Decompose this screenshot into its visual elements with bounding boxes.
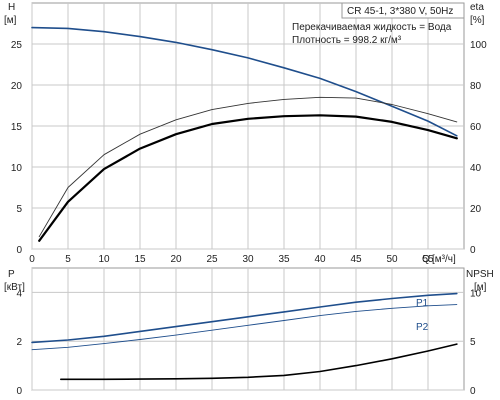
top-left-tick-label: 25: [11, 40, 23, 51]
top-right-tick-label: 80: [470, 81, 482, 92]
annotation-liquid: Перекачиваемая жидкость = Вода: [292, 22, 452, 33]
top-right-tick-label: 60: [470, 122, 482, 133]
x-tick-label: 55: [422, 254, 434, 265]
x-tick-label: 35: [278, 254, 290, 265]
bottom-right-axis-unit: [м]: [474, 282, 487, 293]
bottom-left-axis-label: P: [8, 269, 15, 280]
bottom-right-tick-label: 0: [470, 386, 476, 397]
top-grid: [31, 3, 464, 250]
top-right-tick-label: 100: [470, 40, 487, 51]
head-efficiency-panel: 0 5 10 15 20 25 30 35 40 45 50 55 0 5 10 15 20 25 0 20 40 60 8…: [4, 2, 487, 265]
annotation-density: Плотность = 998.2 кг/м³: [292, 35, 402, 46]
x-tick-label: 45: [350, 254, 362, 265]
top-series-line-2: [38, 114, 458, 242]
x-tick-label: 20: [170, 254, 182, 265]
bottom-left-axis-unit: [кВт]: [4, 282, 25, 293]
top-right-axis-label: eta: [470, 2, 484, 13]
bottom-left-tick-label: 4: [16, 288, 22, 299]
bottom-left-tick-label: 0: [16, 386, 22, 397]
top-left-tick-label: 10: [11, 163, 23, 174]
x-tick-label: 50: [386, 254, 398, 265]
bottom-grid: [31, 268, 464, 391]
x-tick-label: 30: [242, 254, 254, 265]
top-left-tick-label: 0: [16, 245, 22, 256]
x-axis-label: Q: [422, 254, 430, 265]
top-left-axis-label: H: [8, 2, 15, 13]
series-label-p2: P2: [416, 322, 429, 333]
bottom-right-axis-label: NPSH: [466, 269, 494, 280]
x-tick-label: 15: [134, 254, 146, 265]
title-box: [341, 2, 465, 19]
top-right-tick-label: 20: [470, 204, 482, 215]
bottom-ticks: 0 2 4 0 5 10: [16, 288, 481, 397]
x-tick-label: 0: [29, 254, 35, 265]
top-right-axis-unit: [%]: [470, 15, 485, 26]
bottom-right-tick-label: 5: [470, 337, 476, 348]
top-series-group: [31, 26, 458, 242]
top-series-line-1: [31, 26, 458, 137]
power-npsh-panel: 0 2 4 0 5 10 P [кВт] NPSH [м] P1 P2: [4, 267, 494, 397]
bottom-series-line-2: [31, 304, 458, 351]
bottom-series-line-3: [59, 343, 458, 381]
bottom-right-tick-label: 10: [470, 288, 482, 299]
bottom-left-tick-label: 2: [16, 337, 22, 348]
x-tick-label: 10: [98, 254, 110, 265]
top-ticks: 0 5 10 15 20 25 30 35 40 45 50 55 0 5 10 15 20 25 0 20 40 60 8…: [11, 40, 487, 265]
bottom-series-line-1: [31, 292, 458, 344]
x-tick-label: 5: [65, 254, 71, 265]
chart-title: CR 45-1, 3*380 V, 50Hz: [347, 6, 453, 17]
top-left-axis-unit: [м]: [4, 15, 17, 26]
top-left-tick-label: 15: [11, 122, 23, 133]
bottom-series-group: [31, 292, 458, 381]
x-tick-label: 25: [206, 254, 218, 265]
x-tick-label: 40: [314, 254, 326, 265]
top-left-tick-label: 5: [16, 204, 22, 215]
top-right-tick-label: 40: [470, 163, 482, 174]
series-label-p1: P1: [416, 298, 429, 309]
top-right-tick-label: 0: [470, 245, 476, 256]
x-axis-unit: [м³/ч]: [432, 254, 456, 265]
top-left-tick-label: 20: [11, 81, 23, 92]
top-series-line-3: [38, 96, 458, 238]
